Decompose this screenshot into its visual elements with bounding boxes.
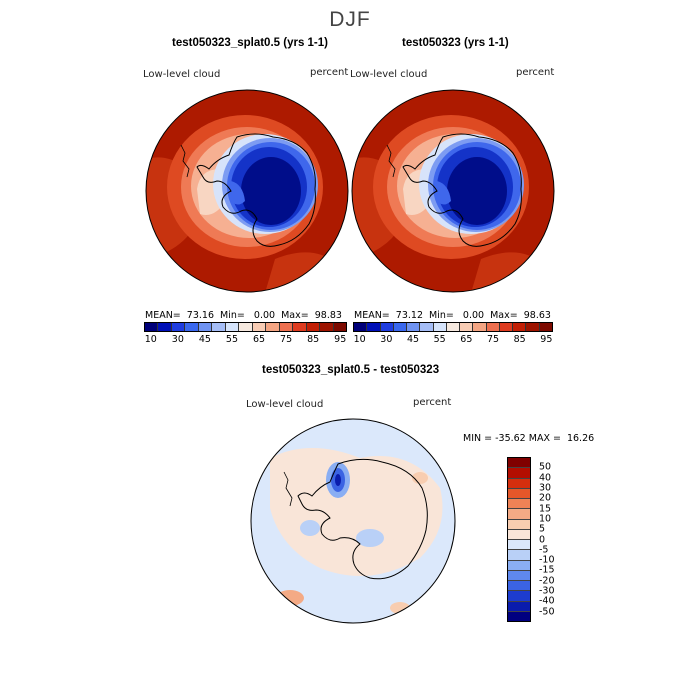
colorbar-swatch [198, 323, 213, 331]
colorbar-swatch [460, 323, 474, 331]
colorbar-swatch [508, 529, 530, 540]
colorbar-tick-label: -15 [539, 564, 555, 576]
colorbar-tick-label: 45 [198, 334, 211, 345]
colorbar-tick-label: 75 [280, 334, 293, 345]
diff-units-label: percent [413, 397, 452, 408]
diff-variable-label: Low-level cloud [246, 399, 324, 410]
diff-panel-title: test050323_splat0.5 - test050323 [262, 364, 440, 376]
colorbar-tick-label: 45 [406, 334, 420, 345]
left-units-label: percent [310, 67, 349, 78]
colorbar-tick-label: 55 [225, 334, 238, 345]
left-polar-map [145, 89, 349, 293]
colorbar-swatch [508, 550, 530, 561]
colorbar-swatch [508, 560, 530, 571]
colorbar-tick-label: 95 [540, 334, 553, 345]
colorbar-tick-label: -30 [539, 585, 555, 597]
colorbar-tick-label: 15 [539, 503, 552, 515]
colorbar-swatch [266, 323, 280, 331]
right-polar-map [351, 89, 555, 293]
colorbar-swatch [367, 323, 381, 331]
colorbar-swatch [508, 478, 530, 489]
colorbar-swatch [508, 458, 530, 469]
colorbar-swatch [145, 323, 159, 331]
colorbar-swatch [508, 591, 530, 602]
colorbar-swatch [508, 468, 530, 479]
colorbar-tick-label: 10 [539, 513, 552, 525]
colorbar-tick-label: 65 [252, 334, 266, 345]
season-title: DJF [329, 8, 371, 31]
colorbar-swatch [508, 488, 530, 499]
colorbar-tick-label: 30 [171, 334, 184, 345]
colorbar-swatch [433, 323, 447, 331]
colorbar-tick-label: 10 [144, 334, 157, 345]
colorbar-swatch [171, 323, 186, 331]
colorbar-swatch [508, 601, 530, 612]
colorbar-tick-label: 95 [334, 334, 347, 345]
colorbar-swatch [473, 323, 487, 331]
colorbar-swatch [185, 323, 199, 331]
right-stats: MEAN= 73.12 Min= 0.00 Max= 98.63 [354, 310, 551, 321]
left-panel-title: test050323_splat0.5 (yrs 1-1) [172, 37, 328, 49]
colorbar-swatch [508, 570, 530, 581]
colorbar-swatch [486, 323, 500, 331]
colorbar-tick-label: -10 [539, 554, 555, 566]
colorbar-swatch [252, 323, 267, 331]
colorbar-swatch [513, 323, 527, 331]
colorbar-swatch [212, 323, 226, 331]
colorbar-swatch [420, 323, 434, 331]
colorbar-swatch [279, 323, 294, 331]
colorbar-tick-label: -50 [539, 606, 555, 618]
colorbar-swatch [380, 323, 394, 331]
colorbar-tick-label: 20 [539, 492, 552, 504]
colorbar-tick-label: 50 [539, 461, 552, 473]
diff-colorbar: 50 40 30 20 15 10 5 0 -5 -10 -15 -20 -30 -40 -50 [507, 457, 555, 622]
colorbar-swatch [239, 323, 253, 331]
colorbar-tick-label: 0 [539, 534, 546, 545]
colorbar-tick-label: 85 [307, 334, 320, 345]
colorbar-swatch [320, 323, 334, 331]
colorbar-swatch [158, 323, 172, 331]
colorbar-tick-label: 40 [539, 472, 552, 484]
colorbar-swatch [333, 323, 347, 331]
right-colorbar: 10 30 45 55 65 75 85 95 [353, 322, 553, 345]
colorbar-tick-label: 10 [353, 334, 366, 345]
colorbar-tick-label: 30 [380, 334, 393, 345]
left-stats: MEAN= 73.16 Min= 0.00 Max= 98.83 [145, 310, 342, 321]
colorbar-swatch [306, 323, 321, 331]
right-units-label: percent [516, 67, 555, 78]
right-panel-title: test050323 (yrs 1-1) [402, 37, 509, 49]
colorbar-swatch [293, 323, 307, 331]
colorbar-swatch [393, 323, 408, 331]
right-variable-label: Low-level cloud [350, 69, 428, 80]
colorbar-swatch [508, 499, 530, 510]
colorbar-swatch [508, 540, 530, 551]
colorbar-tick-label: 55 [433, 334, 446, 345]
left-colorbar: 10 30 45 55 65 75 85 95 [144, 322, 347, 345]
colorbar-tick-label: 65 [460, 334, 473, 345]
colorbar-tick-label: 85 [513, 334, 526, 345]
colorbar-swatch [539, 323, 552, 331]
colorbar-swatch [499, 323, 514, 331]
colorbar-tick-label: 75 [486, 334, 500, 345]
colorbar-tick-label: 30 [539, 482, 552, 494]
colorbar-swatch [407, 323, 421, 331]
colorbar-swatch [508, 611, 530, 621]
colorbar-swatch [354, 323, 368, 331]
diff-polar-map [250, 418, 456, 624]
colorbar-tick-label: -20 [539, 575, 555, 587]
colorbar-tick-label: -40 [539, 595, 555, 607]
colorbar-tick-label: 5 [539, 523, 546, 535]
colorbar-swatch [446, 323, 461, 331]
diff-stats: MIN = -35.62 MAX = 16.26 [463, 433, 595, 444]
colorbar-swatch [508, 509, 530, 520]
colorbar-swatch [225, 323, 240, 331]
colorbar-tick-label: -5 [539, 544, 549, 556]
colorbar-swatch [508, 581, 530, 592]
colorbar-swatch [508, 519, 530, 530]
left-variable-label: Low-level cloud [143, 69, 221, 80]
colorbar-swatch [526, 323, 540, 331]
